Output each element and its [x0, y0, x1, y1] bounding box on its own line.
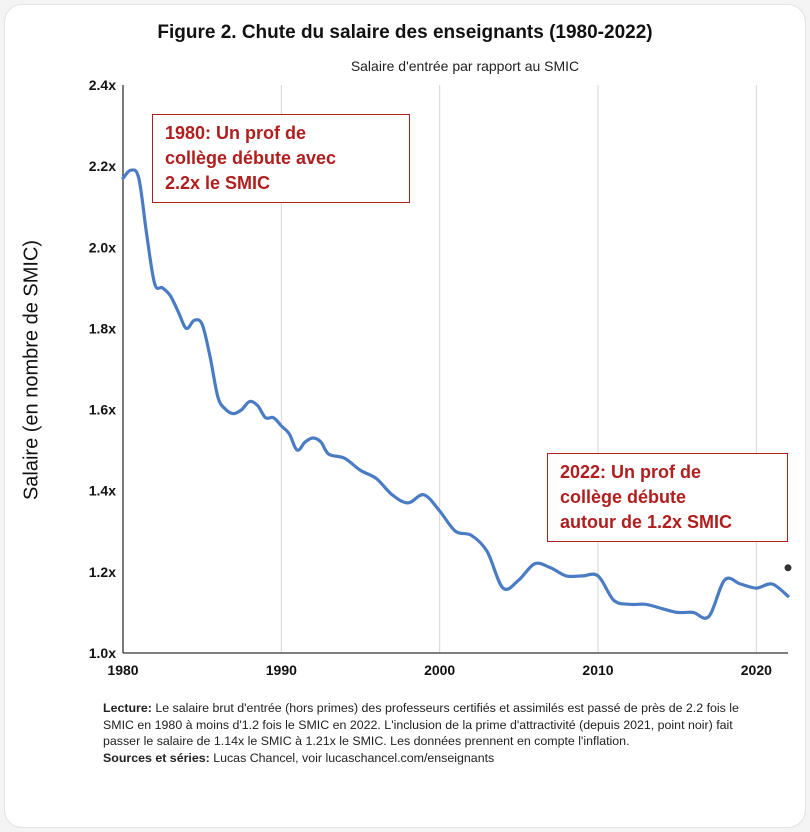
y-tick-label: 1.0x	[89, 645, 116, 661]
x-tick-label: 2000	[424, 662, 455, 678]
chart-subtitle: Salaire d'entrée par rapport au SMIC	[350, 58, 580, 74]
annotation-2022: 2022: Un prof de collège débute autour d…	[547, 453, 788, 542]
caption-lecture-text: Le salaire brut d'entrée (hors primes) d…	[103, 701, 739, 748]
line-chart: 1.0x 1.2x 1.4x 1.6x 1.8x 2.0x 2.2x 2.4x 1980 1990…	[89, 77, 792, 678]
y-tick-label: 1.4x	[89, 483, 116, 499]
x-tick-label: 2020	[741, 662, 772, 678]
y-tick-label: 1.6x	[89, 402, 116, 418]
x-tick-label: 2010	[582, 662, 613, 678]
caption-sources-text: Lucas Chancel, voir lucaschancel.com/ens…	[209, 750, 495, 765]
chart-caption: Lecture: Le salaire brut d'entrée (hors …	[103, 700, 773, 766]
y-tick-label: 2.2x	[89, 158, 116, 174]
x-tick-label: 1990	[266, 662, 297, 678]
x-tick-label: 1980	[107, 662, 138, 678]
caption-sources-label: Sources et séries:	[103, 750, 210, 765]
chart-title: Figure 2. Chute du salaire des enseignan…	[157, 22, 653, 43]
y-tick-label: 1.2x	[89, 564, 116, 580]
series-line	[121, 168, 790, 620]
y-tick-label: 1.8x	[89, 320, 116, 336]
caption-lecture-label: Lecture:	[103, 701, 152, 715]
y-tick-label: 2.4x	[89, 77, 116, 93]
y-tick-label: 2.0x	[89, 239, 116, 255]
extra-data-point	[784, 564, 792, 572]
annotation-1980: 1980: Un prof de collège débute avec 2.2…	[152, 114, 410, 203]
